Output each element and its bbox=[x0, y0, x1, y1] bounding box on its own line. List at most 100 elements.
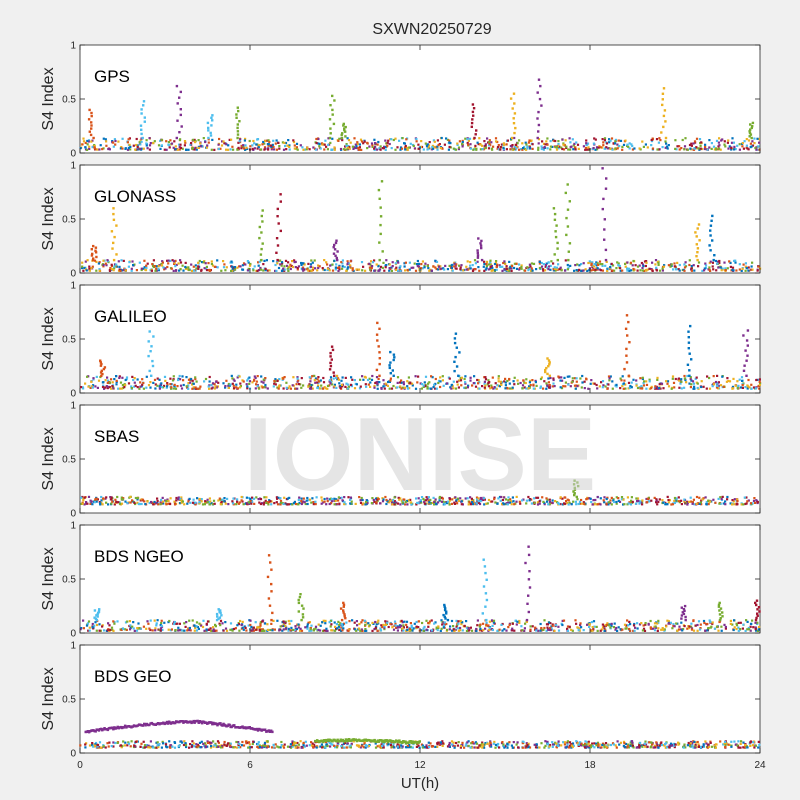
data-point bbox=[534, 381, 537, 384]
data-point bbox=[419, 499, 422, 502]
data-point bbox=[543, 503, 546, 506]
data-point bbox=[559, 496, 562, 499]
data-point bbox=[592, 147, 595, 150]
data-point bbox=[587, 146, 590, 149]
data-point bbox=[83, 503, 86, 506]
data-point bbox=[535, 384, 538, 387]
data-point bbox=[331, 269, 335, 272]
data-point bbox=[697, 147, 700, 150]
data-point bbox=[534, 626, 537, 629]
data-point bbox=[322, 268, 325, 271]
data-point bbox=[450, 266, 453, 269]
data-point bbox=[496, 629, 499, 632]
data-point bbox=[384, 148, 387, 151]
data-point bbox=[323, 500, 326, 503]
data-point bbox=[690, 269, 693, 272]
spike-point bbox=[375, 333, 379, 336]
data-point bbox=[522, 379, 525, 382]
spike-point bbox=[113, 235, 116, 239]
data-point bbox=[581, 374, 584, 378]
data-point bbox=[417, 501, 420, 505]
data-point bbox=[377, 619, 380, 622]
data-point bbox=[579, 377, 582, 380]
data-point bbox=[86, 622, 90, 625]
data-point bbox=[491, 624, 494, 627]
data-point bbox=[299, 629, 302, 632]
data-point bbox=[505, 629, 508, 632]
spike-point bbox=[90, 124, 93, 127]
data-point bbox=[502, 142, 505, 145]
data-point bbox=[513, 503, 516, 506]
data-point bbox=[637, 499, 640, 502]
data-point bbox=[259, 498, 263, 501]
data-point bbox=[364, 629, 367, 632]
data-point bbox=[347, 496, 350, 499]
data-point bbox=[709, 260, 712, 263]
data-point bbox=[512, 148, 515, 151]
data-point bbox=[233, 266, 237, 269]
data-point bbox=[369, 385, 372, 388]
data-point bbox=[675, 148, 678, 151]
data-point bbox=[401, 621, 404, 624]
data-point bbox=[706, 629, 709, 632]
data-point bbox=[746, 628, 749, 631]
data-point bbox=[720, 269, 723, 272]
data-point bbox=[636, 386, 640, 390]
data-point bbox=[166, 382, 169, 385]
data-point bbox=[661, 499, 664, 502]
data-point bbox=[650, 387, 653, 390]
data-point bbox=[257, 498, 260, 501]
data-point bbox=[283, 268, 286, 271]
spike-point bbox=[332, 246, 335, 249]
data-point bbox=[330, 500, 333, 503]
data-point bbox=[497, 380, 500, 383]
spike-point bbox=[333, 248, 337, 251]
y-tick-label: 1 bbox=[70, 41, 76, 52]
data-point bbox=[216, 259, 219, 262]
data-point bbox=[373, 147, 376, 150]
data-point bbox=[641, 376, 644, 379]
data-point bbox=[501, 498, 504, 502]
data-point bbox=[508, 382, 511, 385]
data-point bbox=[747, 626, 750, 630]
data-point bbox=[697, 265, 700, 268]
data-point bbox=[655, 138, 659, 141]
data-point bbox=[261, 386, 264, 389]
data-point bbox=[547, 377, 550, 380]
data-point bbox=[386, 141, 389, 144]
data-point bbox=[699, 147, 702, 150]
data-point bbox=[284, 620, 287, 623]
data-point bbox=[549, 622, 552, 625]
data-point bbox=[616, 629, 619, 632]
y-tick-label: 0.5 bbox=[62, 335, 76, 346]
data-point bbox=[213, 629, 216, 632]
data-point bbox=[333, 385, 336, 388]
spike-point bbox=[277, 222, 280, 225]
data-point bbox=[712, 375, 715, 378]
spike-point bbox=[540, 104, 543, 107]
data-point bbox=[95, 623, 99, 627]
data-point bbox=[181, 264, 184, 267]
data-point bbox=[396, 629, 399, 632]
data-point bbox=[316, 381, 319, 384]
data-point bbox=[221, 140, 224, 143]
data-point bbox=[178, 143, 181, 146]
data-point bbox=[170, 386, 173, 389]
data-point bbox=[562, 148, 566, 151]
data-point bbox=[101, 385, 105, 389]
data-point bbox=[464, 137, 467, 140]
spike-point bbox=[566, 208, 570, 211]
data-point bbox=[634, 626, 637, 629]
data-point bbox=[212, 629, 215, 632]
data-point bbox=[373, 500, 376, 503]
spike-point bbox=[661, 103, 664, 107]
data-point bbox=[214, 623, 217, 626]
data-point bbox=[466, 260, 469, 263]
data-point bbox=[195, 629, 199, 632]
data-point bbox=[448, 497, 451, 500]
data-point bbox=[219, 619, 223, 622]
data-point bbox=[341, 139, 344, 142]
spike bbox=[139, 100, 146, 140]
data-point bbox=[575, 622, 578, 625]
